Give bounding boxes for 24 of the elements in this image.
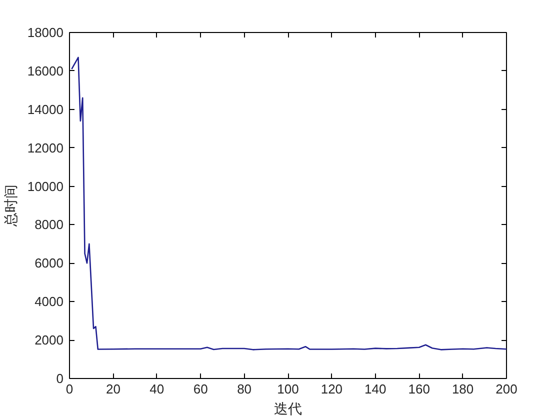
y-tick-label: 8000	[34, 217, 64, 232]
y-tick-label: 12000	[27, 140, 64, 156]
y-tick-label: 6000	[34, 256, 64, 271]
x-tick-label: 160	[408, 382, 430, 396]
x-tick-label: 120	[320, 382, 343, 396]
y-tick-label: 10000	[27, 178, 64, 194]
x-tick-label: 40	[150, 382, 164, 396]
x-axis-title: 迭代	[274, 402, 302, 418]
x-tick-label: 60	[193, 382, 208, 396]
x-tick-label: 20	[106, 382, 120, 396]
x-tick-label: 0	[66, 382, 74, 396]
x-tick-label: 80	[237, 382, 252, 396]
y-axis-title: 总时间	[3, 184, 20, 228]
x-tick-label: 200	[496, 382, 518, 396]
y-tick-label: 2000	[34, 332, 64, 348]
x-tick-label: 140	[364, 382, 386, 396]
y-tick-label: 18000	[27, 25, 64, 40]
y-tick-label: 16000	[27, 63, 64, 78]
y-tick-label: 14000	[27, 102, 64, 117]
line-series	[71, 56, 506, 350]
y-tick-label: 4000	[34, 294, 64, 310]
x-tick-label: 180	[452, 382, 474, 396]
y-tick-label: 0	[56, 371, 64, 386]
x-tick-label: 100	[277, 382, 299, 396]
